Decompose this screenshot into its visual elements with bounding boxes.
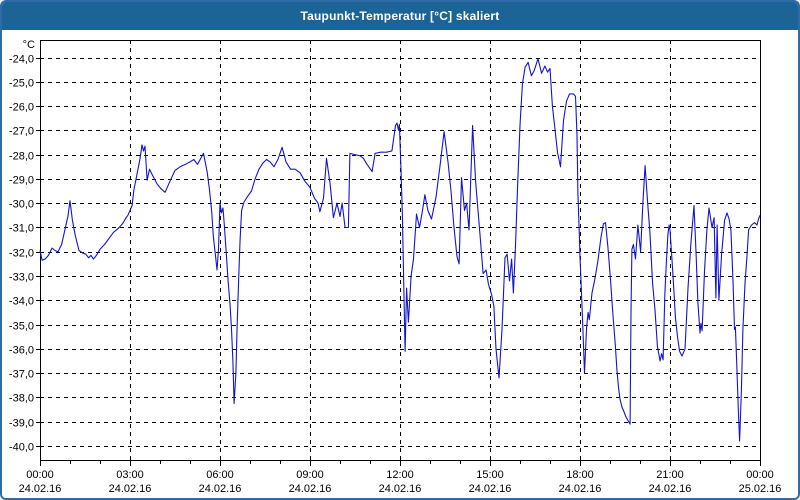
y-tick-label: -24,0 [9, 54, 34, 66]
x-tick-time-label: 06:00 [206, 469, 234, 481]
y-tick-label: -35,0 [9, 321, 34, 333]
x-tick-time-label: 18:00 [566, 469, 594, 481]
x-tick-date-label: 24.02.16 [109, 483, 152, 495]
x-tick-date-label: 24.02.16 [379, 483, 422, 495]
x-tick-time-label: 09:00 [296, 469, 324, 481]
y-axis-unit-label: °C [23, 39, 35, 51]
y-tick-label: -30,0 [9, 199, 34, 211]
x-tick-time-label: 03:00 [116, 469, 144, 481]
chart-canvas[interactable]: -24,0 -25,0 -26,0 -27,0 -28,0 -29,0 -30,0 -31,0… [2, 30, 798, 498]
window-title: Taupunkt-Temperatur [°C] skaliert [300, 9, 500, 23]
x-tick-date-label: 24.02.16 [469, 483, 512, 495]
y-tick-label: -26,0 [9, 102, 34, 114]
y-tick-label: -29,0 [9, 175, 34, 187]
x-tick-date-label: 24.02.16 [199, 483, 242, 495]
y-tick-label: -37,0 [9, 369, 34, 381]
y-tick-label: -28,0 [9, 151, 34, 163]
y-tick-label: -39,0 [9, 418, 34, 430]
x-tick-date-label: 25.02.16 [739, 483, 782, 495]
x-tick-time-label: 15:00 [476, 469, 504, 481]
y-tick-label: -31,0 [9, 223, 34, 235]
y-tick-label: -33,0 [9, 272, 34, 284]
y-tick-label: -27,0 [9, 126, 34, 138]
x-tick-time-label: 00:00 [26, 469, 54, 481]
y-tick-label: -36,0 [9, 345, 34, 357]
x-tick-date-label: 24.02.16 [559, 483, 602, 495]
x-tick-time-label: 00:00 [746, 469, 774, 481]
title-bar[interactable]: Taupunkt-Temperatur [°C] skaliert [2, 2, 798, 30]
temperature-line-series [39, 58, 761, 442]
y-tick-label: -25,0 [9, 78, 34, 90]
x-tick-time-label: 12:00 [386, 469, 414, 481]
x-tick-date-label: 24.02.16 [19, 483, 62, 495]
chart-area: -24,0 -25,0 -26,0 -27,0 -28,0 -29,0 -30,0 -31,0… [2, 30, 798, 498]
y-tick-label: -38,0 [9, 393, 34, 405]
x-tick-date-label: 24.02.16 [649, 483, 692, 495]
y-tick-label: -34,0 [9, 296, 34, 308]
y-tick-label: -32,0 [9, 248, 34, 260]
x-tick-time-label: 21:00 [656, 469, 684, 481]
y-tick-label: -40,0 [9, 442, 34, 454]
x-tick-date-label: 24.02.16 [289, 483, 332, 495]
